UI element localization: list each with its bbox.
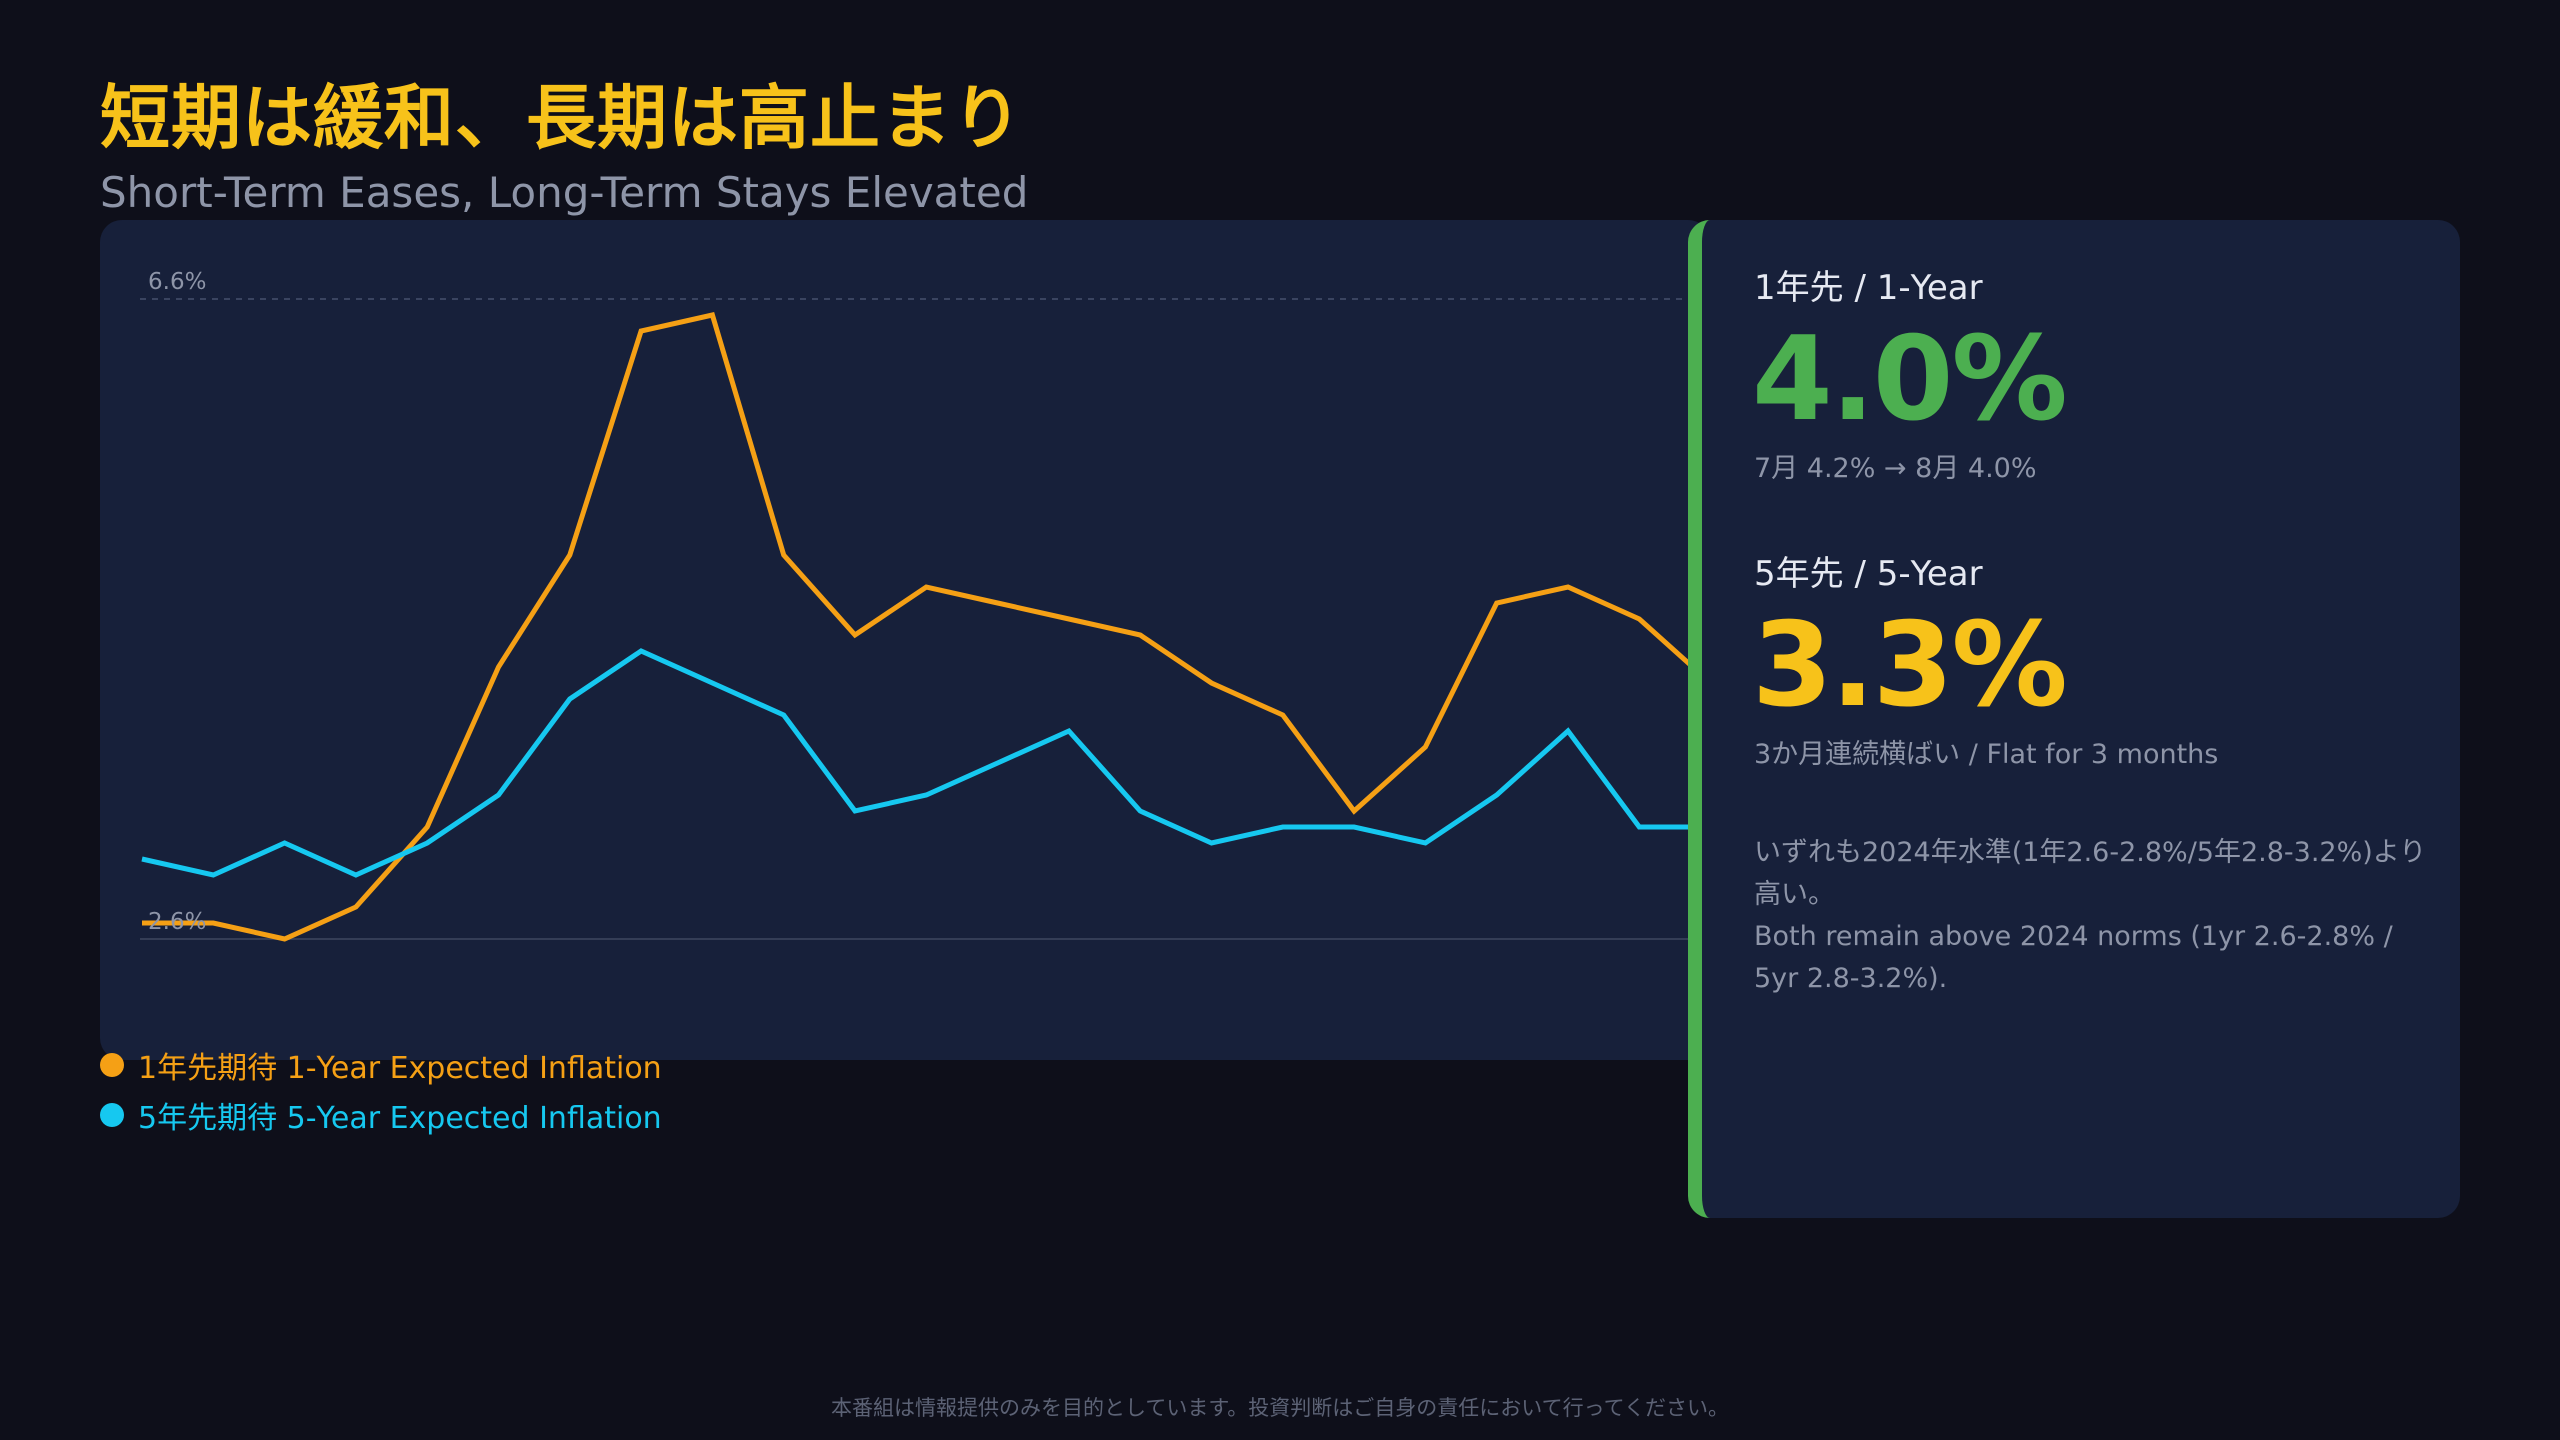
line-chart: 6.6% 2.6%	[140, 269, 1710, 942]
chart-legend: 1年先期待 1-Year Expected Inflation 5年先期待 5-…	[100, 1040, 662, 1140]
page-subtitle: Short-Term Eases, Long-Term Stays Elevat…	[100, 168, 1029, 217]
max-value-label: 6.6%	[148, 269, 206, 295]
summary-panel: 1年先 / 1-Year 4.0% 7月 4.2% → 8月 4.0% 5年先 …	[1688, 220, 2460, 1218]
kpi-5year-label: 5年先 / 5-Year	[1754, 554, 1983, 594]
legend-item-5year: 5年先期待 5-Year Expected Inflation	[100, 1090, 662, 1140]
note-jp-line2: 高い。	[1754, 879, 1835, 910]
kpi-5year-note: 3か月連続横ばい / Flat for 3 months	[1754, 739, 2219, 770]
chart-panel: 6.6% 2.6%	[100, 220, 1710, 1060]
legend-label-1year: 1年先期待 1-Year Expected Inflation	[138, 1051, 662, 1086]
note-en-line1: Both remain above 2024 norms (1yr 2.6-2.…	[1754, 921, 2393, 952]
legend-item-1year: 1年先期待 1-Year Expected Inflation	[100, 1040, 662, 1090]
min-value-label: 2.6%	[148, 909, 206, 935]
disclaimer-footer: 本番組は情報提供のみを目的としています。投資判断はご自身の責任において行ってくだ…	[831, 1396, 1729, 1420]
comparison-note: いずれも2024年水準(1年2.6-2.8%/5年2.8-3.2%)より 高い。…	[1754, 832, 2434, 1000]
kpi-5year-value: 3.3%	[1752, 598, 2068, 733]
kpi-1year-label: 1年先 / 1-Year	[1754, 268, 1983, 308]
note-en-line2: 5yr 2.8-3.2%).	[1754, 963, 1948, 994]
kpi-1year-note: 7月 4.2% → 8月 4.0%	[1754, 453, 2037, 484]
note-jp-line1: いずれも2024年水準(1年2.6-2.8%/5年2.8-3.2%)より	[1754, 837, 2427, 868]
legend-dot-icon	[100, 1103, 124, 1127]
kpi-1year-value: 4.0%	[1752, 312, 2068, 447]
legend-dot-icon	[100, 1053, 124, 1077]
page-title: 短期は緩和、長期は高止まり	[100, 77, 1023, 159]
series-line-1year	[142, 312, 1710, 942]
series-line-5year	[141, 648, 1710, 878]
legend-label-5year: 5年先期待 5-Year Expected Inflation	[138, 1101, 662, 1136]
